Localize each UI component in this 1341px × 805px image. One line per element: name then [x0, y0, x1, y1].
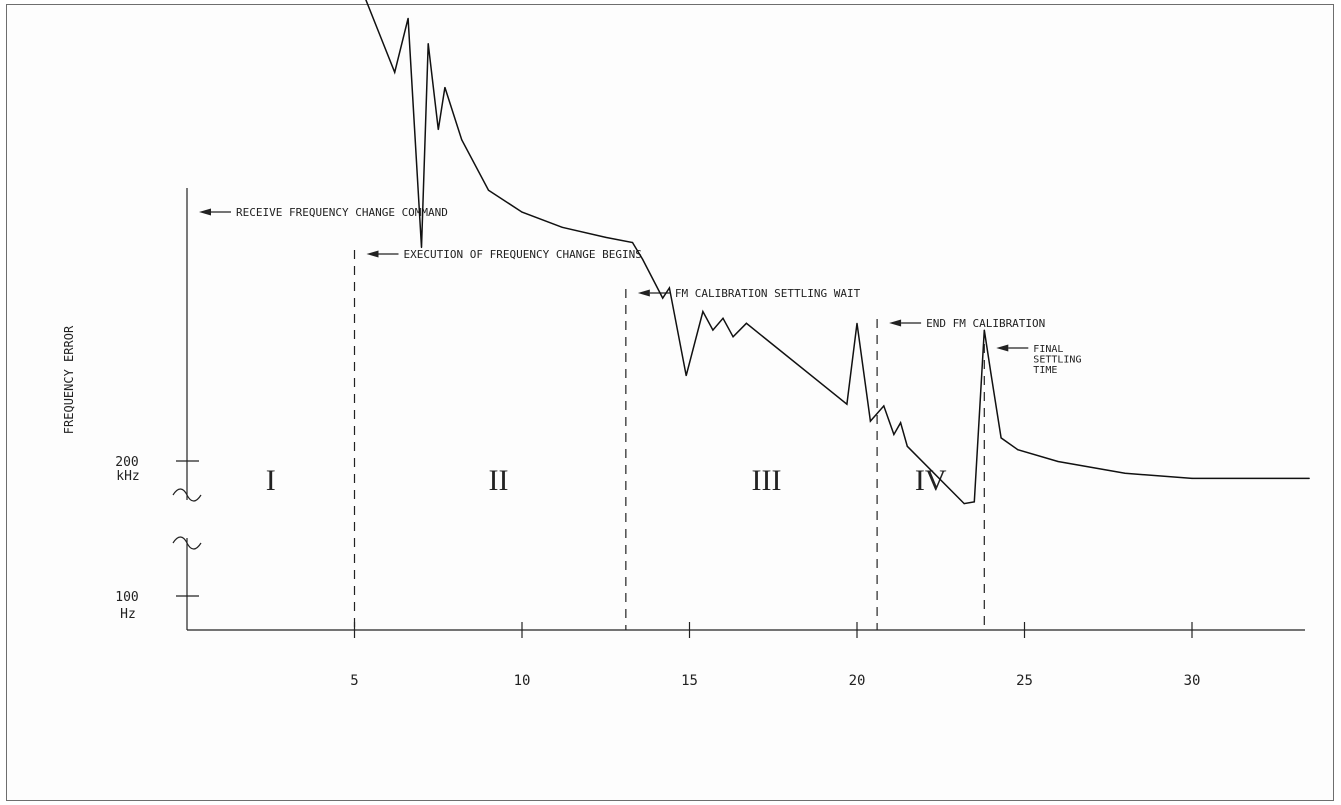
x-tick-label: 15: [681, 673, 698, 689]
data-point: [702, 310, 704, 313]
y-axis-title: FREQUENCY ERROR: [62, 325, 76, 434]
event-markers: RECEIVE FREQUENCY CHANGE COMMAND EXECUTIO…: [199, 206, 1081, 630]
data-point: [407, 17, 409, 19]
x-tick-label: 10: [514, 673, 531, 689]
data-point: [668, 287, 671, 289]
data-point: [856, 322, 858, 324]
axis-break-symbol: [172, 536, 202, 550]
data-point: [973, 501, 975, 503]
data-point: [394, 71, 396, 73]
marker-label-line: SETTLING: [1033, 355, 1081, 366]
chart-frame: [6, 4, 1334, 801]
x-ticks: 5 10 15 20 25 30: [350, 622, 1200, 689]
region-label: III: [752, 464, 782, 497]
x-tick-label: 20: [849, 673, 866, 689]
data-point: [1308, 477, 1310, 479]
data-point: [745, 322, 748, 324]
data-point: [427, 43, 429, 45]
y-tick-label: 100: [115, 590, 138, 605]
data-point: [990, 373, 992, 375]
marker-label-line: TIME: [1033, 365, 1057, 376]
data-point: [642, 258, 644, 260]
x-tick-label: 5: [350, 673, 358, 689]
data-point: [1000, 437, 1002, 439]
marker-label: END FM CALIBRATION: [926, 317, 1045, 330]
y-tick-unit: kHz: [116, 469, 139, 484]
region-label: II: [489, 464, 509, 497]
data-point: [685, 374, 687, 377]
data-point: [1017, 449, 1019, 451]
data-point: [662, 297, 664, 299]
data-point: [1191, 477, 1193, 479]
data-point: [732, 336, 734, 338]
data-point: [444, 86, 446, 89]
axis-break-symbol: [172, 488, 202, 502]
marker-arrowhead: [637, 289, 650, 297]
data-point: [893, 433, 895, 436]
marker-label: EXECUTION OF FREQUENCY CHANGE BEGINS: [404, 248, 642, 261]
data-point: [869, 420, 872, 422]
data-point: [1124, 472, 1126, 474]
data-point: [437, 128, 439, 131]
data-point: [983, 329, 985, 331]
frequency-error-line: [365, 0, 1310, 505]
series: [365, 0, 1310, 505]
data-point: [605, 236, 607, 238]
data-point: [420, 246, 423, 249]
axis-break-gap: [185, 500, 189, 538]
data-point: [1057, 460, 1059, 463]
marker-arrowhead: [889, 319, 902, 327]
data-point: [631, 241, 634, 244]
data-point: [712, 329, 714, 331]
data-point: [963, 503, 965, 505]
x-tick-label: 30: [1184, 673, 1201, 689]
axes: [172, 188, 1305, 631]
data-point: [899, 422, 902, 424]
phase-regions: I II III IV: [266, 464, 947, 497]
data-point: [461, 139, 463, 141]
y-tick-label: 200: [115, 455, 138, 470]
data-point: [883, 405, 885, 407]
x-tick-label: 25: [1016, 673, 1033, 689]
marker-label-line: FINAL: [1033, 344, 1063, 355]
marker-label: RECEIVE FREQUENCY CHANGE COMMAND: [236, 206, 448, 219]
data-point: [521, 211, 523, 213]
data-point: [561, 226, 563, 228]
marker-label: FM CALIBRATION SETTLING WAIT: [675, 287, 861, 300]
data-point: [906, 445, 908, 447]
marker-arrowhead: [366, 250, 379, 258]
marker-arrowhead: [199, 208, 211, 216]
region-label: I: [266, 464, 276, 497]
data-point: [487, 189, 490, 191]
data-point: [722, 317, 724, 319]
y-tick-unit: Hz: [120, 607, 136, 622]
data-point: [846, 403, 848, 405]
marker-arrowhead: [996, 344, 1009, 352]
